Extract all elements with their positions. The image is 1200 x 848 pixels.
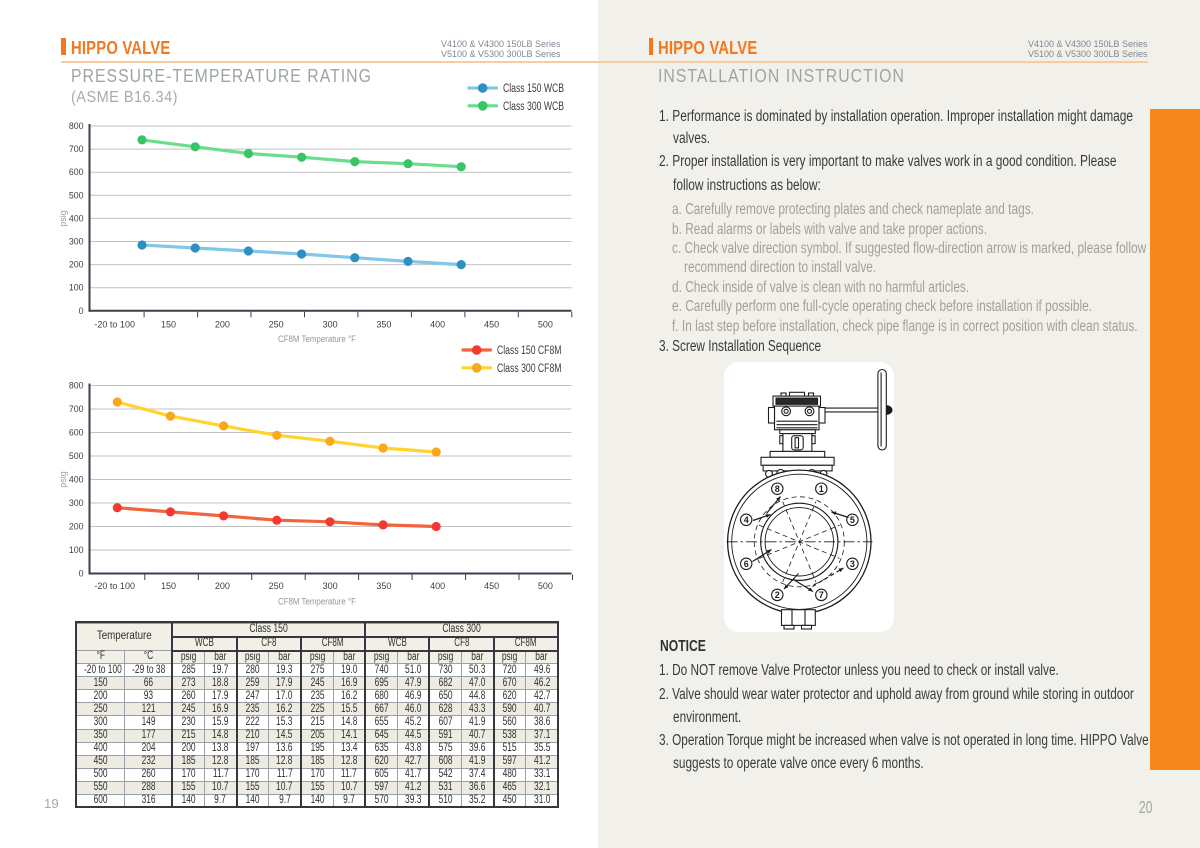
svg-text:2: 2	[774, 590, 779, 600]
svg-text:5: 5	[849, 515, 854, 525]
svg-text:500: 500	[69, 190, 84, 200]
svg-text:350: 350	[376, 320, 391, 330]
svg-text:Class 150 CF8M: Class 150 CF8M	[497, 345, 562, 357]
svg-text:CF8M Temperature °F: CF8M Temperature °F	[278, 334, 356, 344]
svg-text:400: 400	[69, 475, 84, 485]
svg-text:200: 200	[69, 260, 84, 270]
svg-text:4: 4	[743, 515, 748, 525]
svg-text:400: 400	[430, 581, 445, 591]
svg-text:150: 150	[161, 320, 176, 330]
svg-text:800: 800	[69, 381, 84, 391]
svg-text:150: 150	[161, 581, 176, 591]
svg-text:800: 800	[69, 121, 84, 131]
svg-text:300: 300	[69, 498, 84, 508]
svg-text:400: 400	[69, 213, 84, 223]
svg-text:0: 0	[79, 306, 84, 316]
svg-text:450: 450	[484, 581, 499, 591]
svg-text:250: 250	[269, 320, 284, 330]
svg-text:400: 400	[430, 320, 445, 330]
svg-text:0: 0	[79, 569, 84, 579]
svg-text:Class 300 WCB: Class 300 WCB	[503, 101, 564, 113]
svg-text:500: 500	[69, 451, 84, 461]
svg-text:600: 600	[69, 428, 84, 438]
svg-text:200: 200	[215, 581, 230, 591]
svg-text:-20 to 100: -20 to 100	[94, 581, 135, 591]
svg-text:Class 300 CF8M: Class 300 CF8M	[497, 363, 562, 375]
svg-text:CF8M Temperature °F: CF8M Temperature °F	[278, 597, 356, 607]
svg-text:700: 700	[69, 144, 84, 154]
svg-text:6: 6	[743, 559, 748, 569]
svg-text:7: 7	[818, 590, 823, 600]
svg-text:100: 100	[69, 545, 84, 555]
svg-text:250: 250	[269, 581, 284, 591]
svg-text:300: 300	[323, 581, 338, 591]
svg-text:8: 8	[774, 483, 779, 493]
svg-text:450: 450	[484, 320, 499, 330]
svg-text:500: 500	[538, 320, 553, 330]
svg-text:300: 300	[69, 237, 84, 247]
svg-text:350: 350	[376, 581, 391, 591]
svg-text:psig: psig	[58, 471, 68, 488]
svg-text:1: 1	[818, 483, 823, 493]
svg-text:600: 600	[69, 167, 84, 177]
svg-text:700: 700	[69, 404, 84, 414]
svg-text:3: 3	[849, 559, 854, 569]
svg-text:200: 200	[69, 522, 84, 532]
svg-text:psig: psig	[58, 210, 68, 227]
svg-text:500: 500	[538, 581, 553, 591]
svg-text:200: 200	[215, 320, 230, 330]
svg-text:100: 100	[69, 283, 84, 293]
svg-text:-20 to 100: -20 to 100	[94, 320, 135, 330]
svg-text:Class 150 WCB: Class 150 WCB	[503, 83, 564, 95]
svg-text:300: 300	[323, 320, 338, 330]
